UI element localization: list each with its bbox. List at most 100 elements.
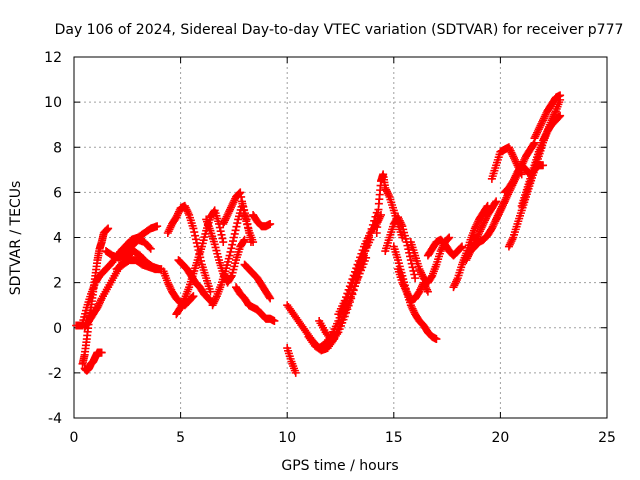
data-point — [163, 278, 172, 287]
data-point — [209, 207, 218, 216]
data-point — [531, 132, 540, 141]
y-tick-label: 8 — [53, 140, 62, 156]
x-tick-label: 15 — [385, 430, 403, 446]
axis-tick-labels: 0 5 10 15 20 25 -4 -2 0 2 4 6 8 10 12 — [44, 50, 616, 446]
data-point — [498, 201, 507, 210]
data-point — [228, 240, 237, 249]
data-point — [495, 208, 504, 217]
series-arc-19 — [283, 344, 300, 377]
data-point — [498, 202, 507, 211]
data-point — [404, 245, 413, 254]
y-axis-label: SDTVAR / TECUs — [8, 181, 24, 296]
data-point — [183, 207, 192, 216]
data-point — [225, 207, 234, 216]
y-tick-label: 10 — [44, 95, 62, 111]
data-point — [463, 254, 472, 263]
data-point — [96, 296, 105, 305]
data-point — [437, 245, 446, 254]
data-point — [191, 235, 200, 244]
data-point — [417, 270, 426, 279]
data-point — [210, 297, 219, 306]
data-point — [163, 228, 172, 237]
data-point — [357, 249, 366, 258]
data-point — [153, 222, 162, 231]
data-point — [187, 293, 196, 302]
data-point — [232, 222, 241, 231]
data-point — [491, 198, 500, 207]
data-point — [510, 154, 519, 163]
series-arc-11 — [174, 256, 217, 307]
data-point — [218, 234, 227, 243]
series-arc-5 — [80, 247, 164, 332]
data-point — [555, 112, 564, 121]
x-tick-label: 5 — [176, 430, 185, 446]
data-point — [402, 287, 411, 296]
x-axis-label: GPS time / hours — [281, 458, 398, 474]
data-point — [539, 114, 548, 123]
data-point — [452, 275, 461, 284]
data-point — [356, 265, 365, 274]
data-point — [400, 282, 409, 291]
data-point — [532, 130, 541, 139]
data-point — [354, 269, 363, 278]
data-point — [229, 237, 238, 246]
data-point — [481, 216, 490, 225]
data-point — [472, 220, 481, 229]
data-point — [492, 197, 501, 206]
data-point — [475, 227, 484, 236]
series-arc-14 — [219, 188, 258, 247]
data-point — [510, 175, 519, 184]
data-point — [508, 150, 517, 159]
data-point — [489, 220, 498, 229]
data-point — [556, 91, 565, 100]
data-point — [174, 207, 183, 216]
data-point — [230, 196, 239, 205]
data-point — [539, 161, 548, 170]
series-arc-29 — [423, 235, 467, 260]
series-arc-6 — [101, 235, 155, 262]
data-point — [451, 279, 460, 288]
data-point — [216, 227, 225, 236]
data-point — [226, 203, 235, 212]
data-point — [541, 131, 550, 140]
data-point — [505, 145, 514, 154]
data-point — [94, 301, 103, 310]
data-point — [145, 243, 154, 252]
data-point — [397, 220, 406, 229]
data-point — [347, 294, 356, 303]
data-point — [394, 213, 403, 222]
data-point — [487, 224, 496, 233]
data-point — [506, 238, 515, 247]
data-point — [400, 284, 409, 293]
series-arc-37 — [517, 111, 565, 210]
y-tick-label: 4 — [53, 231, 62, 247]
data-point — [444, 234, 453, 243]
data-point — [222, 212, 231, 221]
y-tick-label: 2 — [53, 276, 62, 292]
data-point — [408, 304, 417, 313]
data-point — [463, 252, 472, 261]
data-point — [97, 348, 106, 357]
data-point — [417, 268, 426, 277]
data-point — [501, 195, 510, 204]
data-point — [478, 221, 487, 230]
data-point — [473, 232, 482, 241]
data-point — [404, 291, 413, 300]
data-point — [340, 312, 349, 321]
data-point — [228, 200, 237, 209]
data-point — [536, 121, 545, 130]
series-arc-9 — [163, 201, 215, 296]
data-point — [226, 273, 235, 282]
data-point — [401, 285, 410, 294]
data-point — [427, 273, 436, 282]
data-point — [347, 278, 356, 287]
data-point — [356, 253, 365, 262]
data-point — [225, 251, 234, 260]
data-point — [491, 217, 500, 226]
data-point — [497, 204, 506, 213]
y-tick-label: 6 — [53, 185, 62, 201]
data-point — [166, 284, 175, 293]
data-point — [172, 213, 181, 222]
data-point — [174, 209, 183, 218]
